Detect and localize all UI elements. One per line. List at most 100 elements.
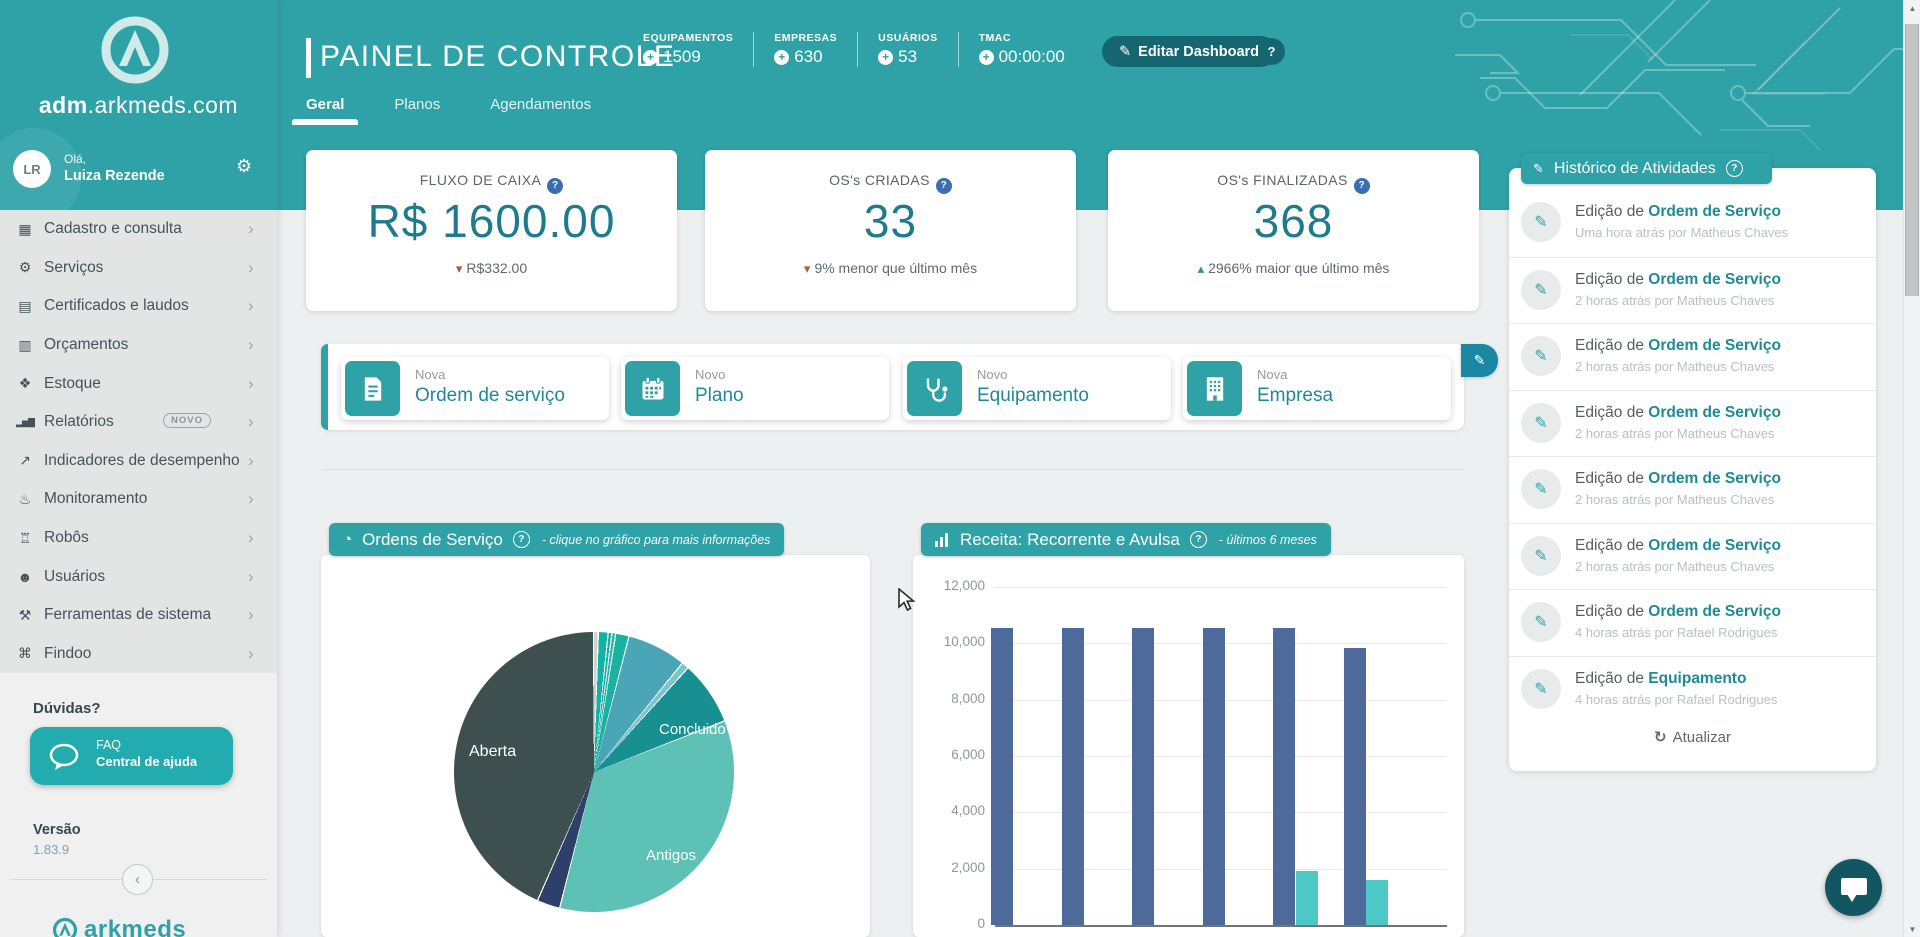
thermometer-icon: ♨ [18,490,32,507]
quick-actions-accent [321,344,328,430]
sidebar-item-relatorios[interactable]: ▂▅▇ Relatórios NOVO › [0,403,277,442]
sidebar-item-estoque[interactable]: ❖ Estoque › [0,364,277,403]
help-icon[interactable]: ? [512,531,530,548]
page-scrollbar[interactable]: ▲ ▼ [1903,0,1920,937]
sidebar-item-usuarios[interactable]: ☻ Usuários › [0,557,277,596]
tab-agendamentos[interactable]: Agendamentos [490,96,592,113]
card-os-finalizadas: OS's FINALIZADAS? 368 ▴ 2966% maior que ú… [1108,150,1479,311]
edit-dashboard-button[interactable]: ✎ Editar Dashboard [1102,36,1277,67]
activity-entity: Ordem de Serviço [1648,536,1781,554]
help-icon[interactable]: ? [1189,531,1207,548]
card-os-criadas: OS's CRIADAS? 33 ▾ 9% menor que último mê… [705,150,1076,311]
help-icon[interactable]: ? [1725,160,1743,177]
sidebar-item-ferramentas-de-sistema[interactable]: ⚒ Ferramentas de sistema › [0,596,277,635]
action-nova-empresa[interactable]: Nova Empresa [1183,357,1451,420]
activity-meta: 2 horas atrás por Matheus Chaves [1575,292,1775,308]
card-title: OS's FINALIZADAS [1217,172,1348,188]
activity-entity: Ordem de Serviço [1648,470,1781,487]
pencil-icon: ✎ [1521,269,1561,310]
chevron-right-icon: › [248,643,254,663]
activity-item[interactable]: ✎ Edição de Ordem de Serviço 2 horas atr… [1509,256,1876,324]
scroll-up-arrow-icon[interactable]: ▲ [1908,4,1917,13]
bar-recorrente[interactable] [991,627,1013,925]
bar-recorrente[interactable] [1202,627,1225,925]
activity-item[interactable]: ✎ Edição de Equipamento 4 horas atrás po… [1509,655,1876,723]
refresh-button[interactable]: ↻ Atualizar [1509,728,1876,746]
activity-item[interactable]: ✎ Edição de Ordem de Serviço Uma hora at… [1509,190,1876,257]
sidebar-item-findoo[interactable]: ⌘ Findoo › [0,635,277,674]
activity-item[interactable]: ✎ Edição de Ordem de Serviço 4 horas atr… [1509,589,1876,656]
sidebar-item-indicadores-de-desempenho[interactable]: ↗ Indicadores de desempenho › [0,442,277,481]
sidebar: adm.arkmeds.com LR Olá, Luiza Rezende ⚙ … [0,0,277,937]
brand-bold: adm [38,92,88,118]
activity-item[interactable]: ✎ Edição de Ordem de Serviço 2 horas atr… [1509,522,1876,590]
orders-chart-card: Aberta Concluido Antigos [321,555,870,937]
tab-planos[interactable]: Planos [394,96,441,113]
activity-list: ✎ Edição de Ordem de Serviço Uma hora at… [1509,190,1876,722]
dashboard-tabs: Geral Planos Agendamentos [291,96,592,125]
chevron-right-icon: › [248,257,254,277]
pencil-icon: ✎ [1521,202,1561,242]
activity-entity: Ordem de Serviço [1648,337,1781,354]
help-icon[interactable]: ? [935,177,952,194]
sidebar-item-label: Certificados e laudos [44,297,189,315]
sidebar-item-cadastro-e-consulta[interactable]: ▦ Cadastro e consulta › [0,210,277,249]
bar-recorrente[interactable] [1343,648,1366,925]
action-novo-plano[interactable]: Novo Plano [621,357,889,420]
avatar[interactable]: LR [13,150,51,188]
sidebar-item-label: Monitoramento [44,490,148,508]
sidebar-item-label: Robôs [44,529,89,547]
sidebar-item-robos[interactable]: ♖ Robôs › [0,519,277,558]
activity-entity: Ordem de Serviço [1648,203,1781,220]
bar-recorrente[interactable] [1273,627,1295,925]
sidebar-collapse-button[interactable]: ‹ [122,864,153,895]
quick-actions-edit-button[interactable]: ✎ [1461,344,1498,377]
pencil-icon: ✎ [1521,668,1561,709]
stat-usuarios: USUÁRIOS +53 [878,32,959,67]
chat-bubble-icon [1841,878,1867,902]
greeting-label: Olá, [64,152,87,166]
activity-item[interactable]: ✎ Edição de Ordem de Serviço 2 horas atr… [1509,389,1876,457]
activity-meta: 4 horas atrás por Rafael Rodrigues [1575,691,1778,707]
user-settings-gear-icon[interactable]: ⚙ [236,156,253,176]
activity-meta: 2 horas atrás por Matheus Chaves [1575,492,1775,507]
faq-sublabel: Central de ajuda [96,754,198,769]
scroll-down-arrow-icon[interactable]: ▼ [1908,925,1917,934]
bar-recorrente[interactable] [1132,627,1154,925]
bar-chart-icon: ▂▅▇ [16,416,35,427]
footer-logo: arkmeds [52,916,186,937]
bar-recorrente[interactable] [1061,627,1084,925]
header-help-button[interactable]: ? [1258,38,1285,65]
help-icon[interactable]: ? [547,177,564,194]
sidebar-item-certificados-e-laudos[interactable]: ▤ Certificados e laudos › [0,287,277,326]
sidebar-item-orcamentos[interactable]: ▥ Orçamentos › [0,326,277,365]
stat-label: EMPRESAS [774,32,838,44]
circle-plus-icon: + [878,49,894,65]
sidebar-item-monitoramento[interactable]: ♨ Monitoramento › [0,480,277,519]
sidebar-item-servicos[interactable]: ⚙ Serviços › [0,249,277,288]
orders-chart-header: ◔ Ordens de Serviço ? - clique no gráfic… [329,523,785,556]
faq-label: FAQ [96,738,122,752]
brand-rest: .arkmeds.com [87,92,239,118]
action-novo-equipamento[interactable]: Novo Equipamento [903,357,1171,420]
building-icon [1187,361,1242,416]
chevron-right-icon: › [248,296,254,316]
chat-button[interactable] [1825,859,1882,916]
card-fluxo-de-caixa: FLUXO DE CAIXA? R$ 1600.00 ▾ R$332.00 [306,150,677,311]
orders-pie-chart[interactable] [454,632,734,912]
activity-meta: 4 horas atrás por Rafael Rodrigues [1575,625,1778,640]
sidebar-menu: ▦ Cadastro e consulta › ⚙ Serviços › ▤ C… [0,210,277,674]
bar-avulsa[interactable] [1295,871,1318,925]
faq-help-button[interactable]: FAQ Central de ajuda [30,727,233,785]
chevron-right-icon: › [248,412,254,432]
bar-avulsa[interactable] [1366,879,1388,925]
activity-item[interactable]: ✎ Edição de Ordem de Serviço 2 horas atr… [1509,323,1876,390]
action-nova-ordem-de-servico[interactable]: Nova Ordem de serviço [341,357,609,420]
pie-label-concluido: Concluido [659,721,726,738]
help-icon[interactable]: ? [1353,177,1370,194]
tab-geral[interactable]: Geral [291,96,359,125]
activity-item[interactable]: ✎ Edição de Ordem de Serviço 2 horas atr… [1509,456,1876,523]
table-icon: ▦ [18,220,32,237]
pie-chart-icon: ◔ [343,531,353,548]
scrollbar-thumb[interactable] [1905,24,1919,296]
